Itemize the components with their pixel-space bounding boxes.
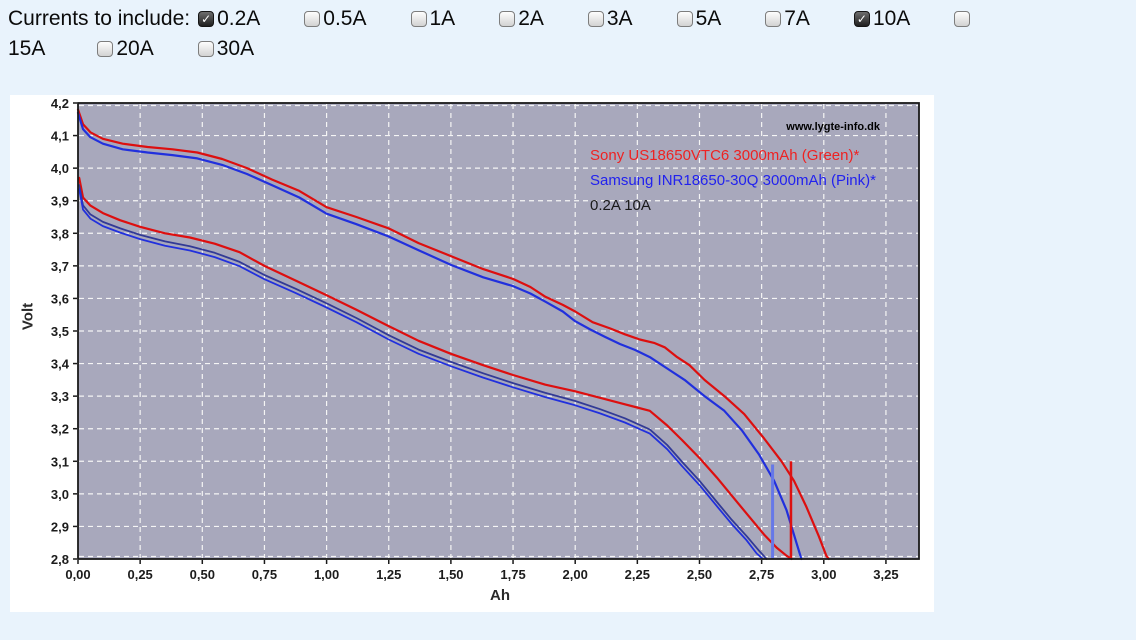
currents-row-1: Currents to include: ✓ 0.2A 0.5A 1A 2A 3A 5A 7A… [8, 4, 1132, 34]
series-samsung-inr18650-30q-0-2a [76, 111, 803, 561]
checked-checkbox-10A[interactable]: ✓ [853, 11, 870, 27]
checkbox-7A[interactable] [765, 11, 782, 27]
series-samsung-inr18650-30q-10a-run-2 [78, 188, 764, 560]
checkbox-3A[interactable] [587, 11, 604, 27]
x-axis-title: Ah [490, 587, 510, 604]
y-tick-label: 4,2 [51, 96, 69, 111]
current-option-10A[interactable]: ✓ 10A [853, 4, 911, 34]
plot-frame [77, 102, 920, 560]
current-option-7A[interactable]: 7A [765, 4, 810, 34]
currents-row-2: 15A 20A 30A [8, 34, 1132, 64]
x-tick-label: 1,50 [438, 567, 463, 582]
x-tick-label: 0,00 [65, 567, 90, 582]
y-tick-label: 3,8 [51, 226, 69, 241]
checkbox-5A[interactable] [676, 11, 693, 27]
checkbox-label: 2A [518, 7, 544, 30]
currents-filter: Currents to include: ✓ 0.2A 0.5A 1A 2A 3A 5A 7A… [8, 4, 1132, 64]
y-tick-label: 3,6 [51, 291, 69, 306]
x-tick-label: 0,25 [127, 567, 152, 582]
x-tick-label: 1,25 [376, 567, 401, 582]
y-tick-label: 2,9 [51, 519, 69, 534]
y-tick-label: 2,8 [51, 552, 69, 567]
current-option-0.2A[interactable]: ✓ 0.2A [198, 4, 260, 34]
current-option-0.5A[interactable]: 0.5A [304, 4, 367, 34]
checkbox-label: 0.2A [217, 7, 261, 30]
checkbox-label: 20A [116, 37, 154, 60]
y-tick-label: 3,9 [51, 194, 69, 209]
y-tick-label: 4,0 [51, 161, 69, 176]
current-option-5A[interactable]: 5A [676, 4, 722, 34]
series-sony-us18650vtc6-10a [78, 176, 793, 561]
y-tick-label: 3,5 [51, 324, 69, 339]
x-tick-label: 0,50 [190, 567, 215, 582]
y-tick-label: 3,2 [51, 422, 69, 437]
x-tick-label: 0,75 [252, 567, 277, 582]
x-tick-label: 3,25 [873, 567, 898, 582]
checkbox-label: 0.5A [323, 7, 367, 30]
legend-currents: 0.2A 10A [590, 197, 651, 214]
x-tick-label: 1,75 [500, 567, 525, 582]
current-option-15A[interactable] [954, 11, 973, 27]
watermark: www.lygte-info.dk [786, 121, 880, 133]
legend-samsung: Samsung INR18650-30Q 3000mAh (Pink)* [590, 172, 876, 189]
checkbox-label-15A: 15A [8, 37, 46, 60]
x-tick-label: 1,00 [314, 567, 339, 582]
checkbox-label: 1A [429, 7, 456, 30]
legend-sony: Sony US18650VTC6 3000mAh (Green)* [590, 147, 860, 164]
currents-filter-label: Currents to include: [8, 7, 191, 30]
y-tick-label: 3,3 [51, 389, 69, 404]
checked-checkbox-0.2A[interactable]: ✓ [198, 11, 215, 27]
y-axis-title: Volt [19, 302, 37, 331]
x-tick-label: 2,25 [625, 567, 650, 582]
x-tick-label: 2,50 [687, 567, 712, 582]
y-tick-label: 3,1 [51, 454, 69, 469]
checkbox-30A[interactable] [197, 41, 214, 57]
checkbox-label: 3A [606, 7, 633, 30]
y-tick-label: 3,7 [51, 259, 69, 274]
checkbox-label: 10A [872, 7, 911, 30]
discharge-chart: 0,00 0,25 0,50 0,75 1,00 1,25 1,50 1,75 2,00 2,25… [10, 95, 934, 612]
current-option-30A[interactable]: 30A [197, 34, 255, 64]
checkbox-2A[interactable] [499, 11, 516, 27]
current-option-2A[interactable]: 2A [499, 4, 544, 34]
y-tick-label: 3,0 [51, 487, 69, 502]
series-samsung-inr18650-30q-10a-run-1 [78, 184, 768, 560]
checkbox-label: 30A [216, 37, 255, 60]
checkbox-label: 7A [784, 7, 810, 30]
y-tick-label: 3,4 [51, 357, 70, 372]
current-option-3A[interactable]: 3A [587, 4, 633, 34]
current-option-20A[interactable]: 20A [97, 34, 154, 64]
checkbox-20A[interactable] [97, 41, 114, 57]
series-sony-us18650vtc6-0-2a [76, 108, 830, 561]
plot-area: 0,00 0,25 0,50 0,75 1,00 1,25 1,50 1,75 2,00 2,25… [51, 96, 920, 582]
checkbox-15A[interactable] [954, 11, 971, 27]
checkbox-label: 5A [695, 7, 722, 30]
x-tick-label: 2,75 [749, 567, 774, 582]
checkbox-0.5A[interactable] [304, 11, 321, 27]
y-tick-label: 4,1 [51, 129, 69, 144]
x-tick-label: 3,00 [811, 567, 836, 582]
current-option-1A[interactable]: 1A [410, 4, 456, 34]
checkbox-1A[interactable] [410, 11, 427, 27]
x-tick-label: 2,00 [563, 567, 588, 582]
